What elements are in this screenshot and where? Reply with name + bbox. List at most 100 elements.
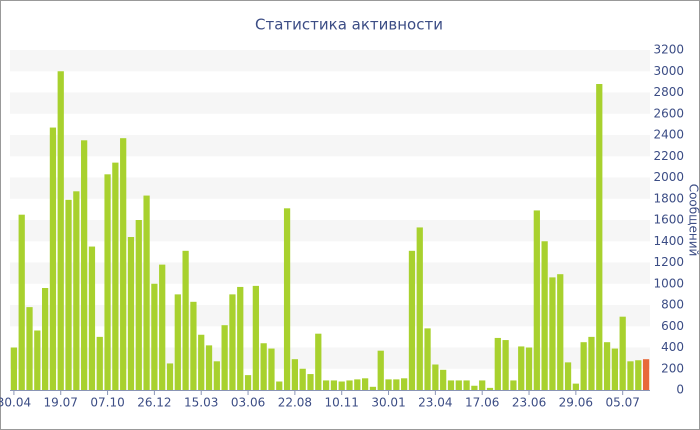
bar bbox=[276, 381, 283, 390]
bar bbox=[354, 379, 361, 390]
x-tick-label: 26.12 bbox=[137, 396, 171, 410]
grid-band bbox=[10, 135, 650, 157]
y-tick-label: 400 bbox=[661, 340, 684, 354]
bar bbox=[385, 379, 392, 390]
bar bbox=[588, 336, 595, 390]
bar bbox=[401, 378, 408, 390]
bar bbox=[432, 364, 439, 390]
bar bbox=[34, 330, 41, 390]
bar bbox=[49, 127, 57, 390]
bar bbox=[369, 386, 377, 390]
y-tick-label: 2400 bbox=[653, 128, 684, 142]
x-tick-label: 05.07 bbox=[606, 396, 640, 410]
bar bbox=[190, 301, 197, 390]
y-tick-label: 3200 bbox=[653, 43, 684, 57]
bar bbox=[525, 347, 533, 390]
x-tick-label: 30.01 bbox=[371, 396, 405, 410]
grid-band bbox=[10, 220, 650, 242]
y-tick-label: 0 bbox=[676, 383, 684, 397]
y-tick-label: 600 bbox=[661, 319, 684, 333]
bar bbox=[557, 274, 564, 390]
x-tick-label: 17.06 bbox=[465, 396, 499, 410]
bar bbox=[635, 360, 642, 390]
y-tick-label: 1800 bbox=[653, 191, 684, 205]
x-tick-label: 22.08 bbox=[278, 396, 312, 410]
bar bbox=[81, 140, 88, 390]
bar bbox=[166, 363, 174, 390]
y-axis-label: Сообщений bbox=[687, 184, 700, 257]
bar bbox=[26, 307, 33, 390]
x-tick-label: 10.11 bbox=[325, 396, 359, 410]
y-tick-label: 1400 bbox=[653, 234, 684, 248]
bar bbox=[18, 214, 25, 390]
bar bbox=[127, 237, 135, 390]
bar bbox=[42, 288, 49, 390]
bar bbox=[463, 380, 470, 390]
bar bbox=[283, 208, 291, 390]
bar bbox=[424, 328, 431, 390]
bar bbox=[377, 350, 384, 390]
bar bbox=[596, 84, 603, 390]
bar bbox=[603, 342, 611, 390]
y-tick-label: 1600 bbox=[653, 213, 684, 227]
bar bbox=[572, 383, 579, 390]
y-tick-label: 2600 bbox=[653, 106, 684, 120]
x-tick-label: 19.07 bbox=[44, 396, 78, 410]
x-tick-label: 03.06 bbox=[231, 396, 265, 410]
bar bbox=[104, 174, 111, 390]
bar bbox=[346, 380, 353, 390]
grid-band bbox=[10, 262, 650, 284]
bar bbox=[619, 316, 626, 390]
bar bbox=[330, 380, 338, 390]
y-tick-label: 1000 bbox=[653, 276, 684, 290]
bar bbox=[338, 381, 345, 390]
y-tick-label: 800 bbox=[661, 298, 684, 312]
bar bbox=[549, 277, 556, 390]
bar bbox=[471, 385, 478, 390]
bar bbox=[73, 191, 80, 390]
x-tick-label: 23.06 bbox=[512, 396, 546, 410]
bar bbox=[611, 348, 618, 390]
y-tick-label: 2000 bbox=[653, 170, 684, 184]
y-tick-label: 2200 bbox=[653, 149, 684, 163]
bar bbox=[627, 361, 634, 390]
bar bbox=[244, 375, 252, 390]
bar bbox=[151, 283, 158, 390]
y-tick-label: 3000 bbox=[653, 64, 684, 78]
bar bbox=[315, 333, 322, 390]
grid-band bbox=[10, 177, 650, 199]
bar bbox=[440, 369, 447, 390]
bar bbox=[291, 359, 298, 390]
bar bbox=[447, 380, 455, 390]
bar bbox=[229, 294, 236, 390]
bar bbox=[174, 294, 181, 390]
bar bbox=[510, 380, 517, 390]
y-tick-label: 2800 bbox=[653, 85, 684, 99]
bar bbox=[237, 286, 244, 390]
bar bbox=[408, 250, 416, 390]
bar bbox=[120, 138, 127, 390]
bar bbox=[479, 380, 486, 390]
bar bbox=[10, 347, 18, 390]
bar bbox=[135, 220, 142, 390]
bar bbox=[494, 337, 501, 390]
chart-title: Статистика активности bbox=[255, 16, 443, 34]
x-tick-label: 30.04 bbox=[0, 396, 31, 410]
x-tick-label: 23.04 bbox=[418, 396, 452, 410]
bar bbox=[213, 361, 220, 390]
bar bbox=[198, 334, 205, 390]
bar bbox=[260, 343, 267, 390]
bar bbox=[65, 199, 72, 390]
bar bbox=[322, 380, 330, 390]
bar bbox=[143, 195, 150, 390]
bar bbox=[182, 250, 189, 390]
bar bbox=[502, 340, 509, 390]
bar bbox=[299, 368, 306, 390]
x-tick-label: 29.06 bbox=[559, 396, 593, 410]
bar bbox=[393, 379, 400, 390]
bar bbox=[486, 387, 494, 390]
grid-band bbox=[10, 92, 650, 114]
bar bbox=[159, 264, 166, 390]
bar bbox=[564, 362, 572, 390]
